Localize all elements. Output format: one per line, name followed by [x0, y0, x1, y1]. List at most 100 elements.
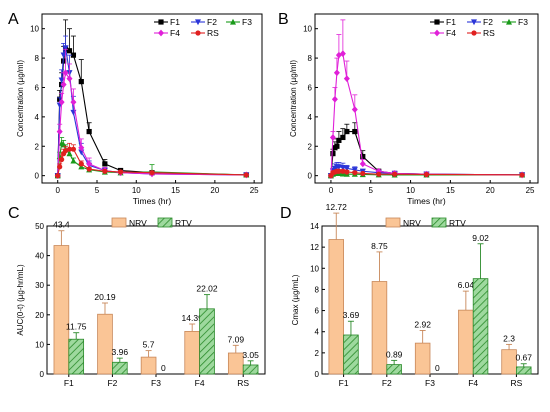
- data-point-f3: [70, 157, 77, 164]
- data-label: 20.19: [94, 292, 116, 302]
- chart-panel-c: 0 10 20 30 40 50 AUC(0-t) (µg-hr/mL) F1 43.4 11.7…: [16, 217, 266, 388]
- y-tick-label: 14: [310, 222, 319, 231]
- bar-rtv: [68, 338, 85, 375]
- y-axis-label: Concentration (µg/ml): [16, 60, 25, 137]
- y-axis-label: AUC(0-t) (µg-hr/mL): [16, 264, 25, 336]
- data-point-f1: [344, 128, 350, 135]
- data-label: 0.89: [386, 349, 403, 359]
- y-tick-label: 0: [308, 172, 313, 181]
- data-point-rs: [360, 170, 366, 177]
- y-tick-label: 2: [315, 349, 320, 358]
- plot-frame: [41, 13, 263, 184]
- x-tick-label: RS: [510, 378, 522, 388]
- x-tick-label: 25: [526, 186, 535, 195]
- legend-label-rs: RS: [483, 28, 495, 38]
- data-point-rs: [66, 146, 73, 152]
- plot-frame: [314, 13, 539, 184]
- data-point-rs: [352, 170, 358, 176]
- panel-label-C: C: [8, 205, 20, 222]
- legend-label-nrv: NRV: [129, 218, 147, 228]
- legend-marker-f3: [230, 18, 236, 25]
- legend-marker-f4: [158, 29, 164, 37]
- data-point-rs: [149, 170, 155, 176]
- data-label: 5.7: [143, 340, 155, 350]
- data-point-f4: [351, 106, 358, 113]
- data-point-f4: [58, 98, 65, 106]
- y-tick-label: 10: [30, 25, 39, 34]
- series-line-f4: [330, 52, 523, 176]
- y-tick-label: 6: [35, 83, 40, 92]
- data-label: 6.04: [458, 280, 475, 290]
- y-tick-label: 4: [35, 113, 40, 122]
- legend-label-rtv: RTV: [175, 218, 192, 228]
- data-point-f4: [86, 160, 93, 168]
- data-point-rs: [243, 172, 249, 178]
- data-label: 43.4: [53, 220, 70, 230]
- data-point-f4: [331, 95, 338, 103]
- x-tick-label: 25: [250, 186, 259, 195]
- data-point-f4: [60, 81, 67, 88]
- bar-nrv: [53, 245, 70, 375]
- x-tick-label: F3: [425, 378, 435, 388]
- x-tick-label: 10: [406, 186, 415, 195]
- legend-label-f1: F1: [446, 17, 456, 27]
- data-point-f4: [78, 144, 85, 152]
- chart-panel-d: 0 2 4 6 8 10 12 14 Cmax (µg/mL) F1 12.72 3.69 F2 8.75…: [291, 202, 539, 388]
- data-point-rs: [78, 161, 84, 167]
- data-point-f4: [359, 160, 366, 168]
- data-point-rs: [519, 172, 525, 178]
- y-axis-label: Concentration (µg/ml): [289, 60, 298, 137]
- data-point-rs: [423, 171, 430, 178]
- data-point-f1: [360, 153, 366, 160]
- data-label: 0: [161, 363, 166, 373]
- data-point-rs: [344, 169, 350, 175]
- bar-nrv: [227, 352, 244, 375]
- panel-label-B: B: [278, 11, 289, 28]
- data-point-f1: [78, 79, 84, 85]
- data-point-rs: [117, 169, 124, 175]
- data-point-f1: [330, 151, 336, 157]
- y-tick-label: 0: [35, 172, 40, 181]
- data-label: 3.69: [343, 310, 360, 320]
- bar-rtv: [199, 308, 215, 375]
- legend-label-f3: F3: [518, 17, 528, 27]
- x-tick-label: 20: [486, 186, 495, 195]
- legend-marker-f4: [434, 29, 440, 37]
- data-point-f2: [58, 77, 65, 84]
- data-point-rs: [57, 164, 63, 170]
- data-point-f4: [56, 128, 63, 135]
- data-label: 22.02: [196, 284, 218, 294]
- data-point-f1: [70, 52, 77, 58]
- legend-label-nrv: NRV: [403, 218, 421, 228]
- data-point-f4: [339, 50, 346, 58]
- legend-label-rtv: RTV: [449, 218, 466, 228]
- data-label: 9.02: [472, 233, 489, 243]
- data-point-f1: [340, 134, 346, 141]
- data-label: 0: [435, 363, 440, 373]
- data-point-rs: [392, 171, 398, 177]
- bar-rtv: [472, 278, 489, 375]
- y-tick-label: 0: [40, 370, 45, 379]
- panel-label-D: D: [280, 205, 292, 222]
- legend-marker-rs: [471, 30, 477, 36]
- x-tick-label: F1: [64, 378, 74, 388]
- data-point-f2: [351, 167, 358, 173]
- y-tick-label: 2: [308, 142, 313, 151]
- x-tick-label: F3: [151, 378, 161, 388]
- bar-nrv: [501, 349, 517, 375]
- data-point-rs: [102, 168, 108, 174]
- x-tick-label: F2: [107, 378, 117, 388]
- legend-marker-f3: [506, 18, 512, 25]
- data-point-f4: [62, 69, 69, 77]
- data-label: 2.92: [414, 319, 431, 329]
- data-point-rs: [62, 148, 69, 154]
- legend-label-f4: F4: [446, 28, 456, 38]
- x-axis-label: Times (hr): [407, 196, 446, 206]
- data-point-f1: [336, 137, 342, 143]
- data-point-f4: [343, 75, 350, 83]
- x-tick-label: 20: [210, 186, 219, 195]
- data-point-rs: [55, 173, 61, 179]
- x-tick-label: F1: [339, 378, 349, 388]
